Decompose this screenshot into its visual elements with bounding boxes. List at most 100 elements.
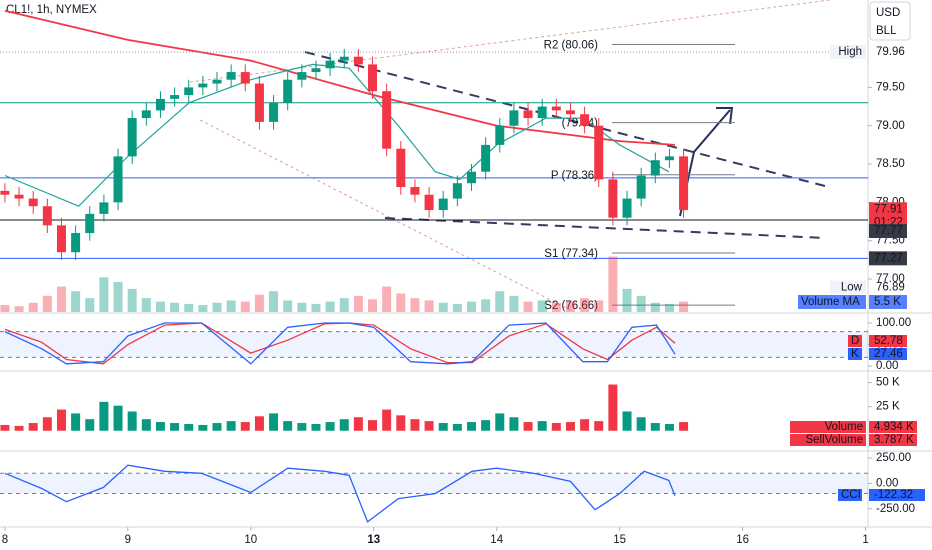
legend-tag — [848, 335, 862, 347]
candle-body — [608, 179, 618, 218]
candle-body — [325, 60, 335, 69]
cci-band — [0, 473, 868, 494]
volume-overlay — [141, 298, 151, 312]
x-tick-label: 10 — [244, 534, 257, 546]
candle-body — [297, 72, 307, 80]
volume-overlay — [650, 302, 660, 312]
currency-label: BLL — [876, 25, 897, 37]
volume-ma-value-box — [869, 295, 907, 309]
candle-body — [438, 198, 448, 211]
low-label: Low — [841, 282, 863, 294]
y-tick-label: 250.00 — [876, 452, 911, 464]
x-tick-label: 9 — [125, 534, 131, 546]
legend-value-box — [869, 421, 917, 433]
volume-overlay — [226, 300, 236, 312]
volume-bar — [226, 421, 236, 431]
volume-overlay — [353, 295, 363, 312]
volume-bar — [339, 419, 349, 431]
price-tag-label: 77.91 — [874, 203, 903, 215]
legend-value-box — [869, 489, 925, 501]
legend-value: 4.934 K — [874, 421, 914, 433]
candle-body — [155, 98, 165, 111]
volume-bar — [56, 409, 66, 431]
legend-value: 27.46 — [874, 348, 903, 360]
legend-value-box — [869, 348, 907, 360]
x-tick-label: 1 — [862, 534, 868, 546]
candle-body — [679, 156, 689, 211]
pivot-label: (79.04) — [562, 118, 599, 130]
volume-bar — [424, 421, 434, 431]
candle-body — [269, 102, 279, 122]
volume-overlay — [424, 300, 434, 312]
volume-bar — [297, 423, 307, 431]
volume-overlay — [636, 295, 646, 312]
candle-body — [127, 118, 137, 157]
x-tick-label: 15 — [613, 534, 626, 546]
price-tag — [869, 251, 907, 266]
high-label: High — [838, 46, 862, 58]
low-value: 76.89 — [876, 282, 905, 294]
volume-overlay — [269, 291, 279, 312]
legend-value: 52.78 — [874, 335, 903, 347]
volume-bar — [212, 423, 222, 431]
price-tag-label: 77.77 — [874, 225, 903, 237]
volume-bar — [42, 417, 52, 431]
candle-body — [85, 213, 95, 234]
x-tick-label: 16 — [736, 534, 749, 546]
volume-bar — [113, 405, 123, 431]
candle-body — [0, 190, 10, 195]
candle-body — [410, 187, 420, 195]
candle-body — [664, 156, 674, 161]
volume-bar — [551, 423, 561, 431]
x-tick-label: 13 — [367, 534, 380, 546]
trend-dashed — [384, 217, 826, 239]
volume-bar — [368, 420, 378, 431]
legend-name: Volume — [825, 421, 863, 433]
pivot-label: R2 (80.06) — [544, 39, 599, 51]
pivot-label: P (78.36) — [551, 170, 598, 182]
volume-overlay — [551, 302, 561, 312]
volume-bar — [608, 384, 618, 431]
candle-body — [71, 233, 81, 253]
y-tick-label: 100.00 — [876, 317, 911, 329]
volume-overlay — [85, 298, 95, 312]
volume-bar — [240, 422, 250, 431]
volume-overlay — [580, 298, 590, 312]
volume-bar — [495, 413, 505, 431]
legend-value-box — [869, 434, 917, 446]
candle-body — [481, 144, 491, 172]
volume-overlay — [127, 288, 137, 312]
volume-overlay — [438, 302, 448, 312]
volume-overlay — [283, 300, 293, 312]
legend-name: K — [851, 348, 859, 360]
volume-ma-tag — [798, 295, 866, 309]
candle-body — [382, 91, 392, 149]
volume-overlay — [240, 301, 250, 312]
y-tick-label: 25 K — [876, 401, 900, 413]
candle-body — [551, 106, 561, 111]
x-tick-label: 14 — [490, 534, 503, 546]
y-tick-label: 77.00 — [876, 273, 905, 285]
x-tick-label: 8 — [2, 534, 8, 546]
legend-name: SellVolume — [805, 434, 863, 446]
candle-body — [650, 160, 660, 176]
volume-bar — [269, 413, 279, 431]
volume-overlay — [155, 301, 165, 312]
candle-body — [14, 194, 24, 199]
volume-overlay — [99, 277, 109, 312]
volume-bar — [254, 416, 264, 431]
volume-overlay — [608, 256, 618, 312]
volume-ma-label: Volume MA — [801, 296, 860, 308]
volume-overlay — [311, 303, 321, 312]
candle-body — [495, 125, 505, 145]
volume-overlay — [537, 300, 547, 312]
volume-bar — [325, 422, 335, 431]
pivot-label: S1 (77.34) — [544, 248, 598, 260]
volume-bar — [438, 423, 448, 431]
candle-body — [184, 87, 194, 96]
volume-overlay — [297, 302, 307, 312]
volume-bar — [636, 417, 646, 431]
y-tick-label: 0.00 — [876, 477, 898, 489]
